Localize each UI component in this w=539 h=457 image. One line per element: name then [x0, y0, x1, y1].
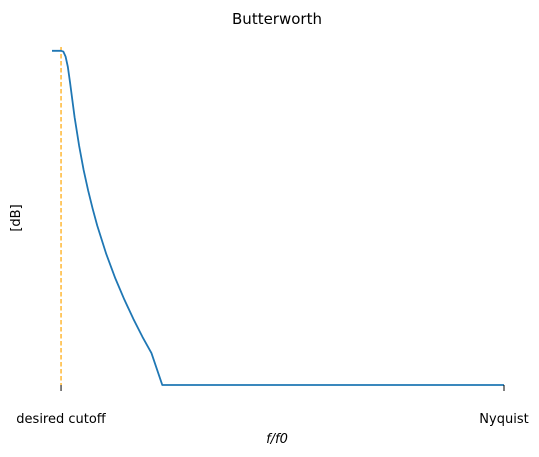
- x-ticks: desired cutoff Nyquist: [16, 385, 529, 427]
- x-tick-label-1: desired cutoff: [16, 412, 107, 427]
- chart-title: Butterworth: [232, 10, 322, 28]
- x-tick-label-2: Nyquist: [479, 412, 528, 427]
- frequency-response-line-1: [52, 49, 504, 386]
- x-axis-label: f/f0: [266, 432, 288, 447]
- plot-area: [52, 47, 504, 386]
- y-axis-label: [dB]: [9, 204, 24, 231]
